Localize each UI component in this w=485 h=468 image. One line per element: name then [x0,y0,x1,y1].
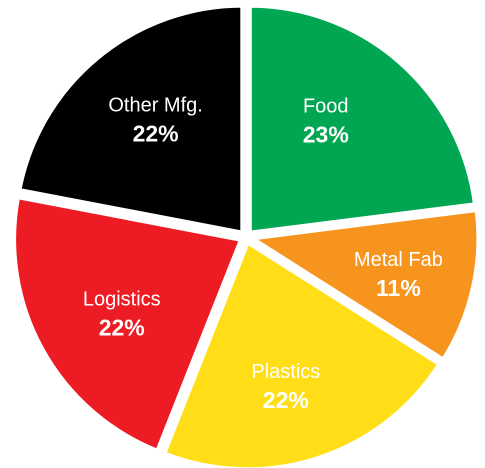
labels-layer: Food 23% Metal Fab 11% Plastics 22% Logistics 2… [83,95,443,413]
slices-layer [11,2,482,468]
pie-slice-metal-fab [248,207,482,363]
pie-slice-logistics [11,194,245,454]
slice-percent-food: 23% [303,122,349,148]
slice-label-metal-fab: Metal Fab [354,249,443,271]
slice-label-logistics: Logistics [83,288,161,310]
slice-label-other-mfg: Other Mfg. [108,95,202,117]
slice-percent-logistics: 22% [99,314,145,340]
slice-percent-metal-fab: 11% [376,275,421,301]
pie-slice-other-mfg [16,2,246,236]
slice-percent-plastics: 22% [263,387,309,413]
pie-slice-plastics [161,239,443,468]
slice-label-plastics: Plastics [251,361,320,383]
slice-percent-other-mfg: 22% [133,121,179,147]
slice-label-food: Food [303,96,349,118]
pie-slice-food [246,2,479,236]
